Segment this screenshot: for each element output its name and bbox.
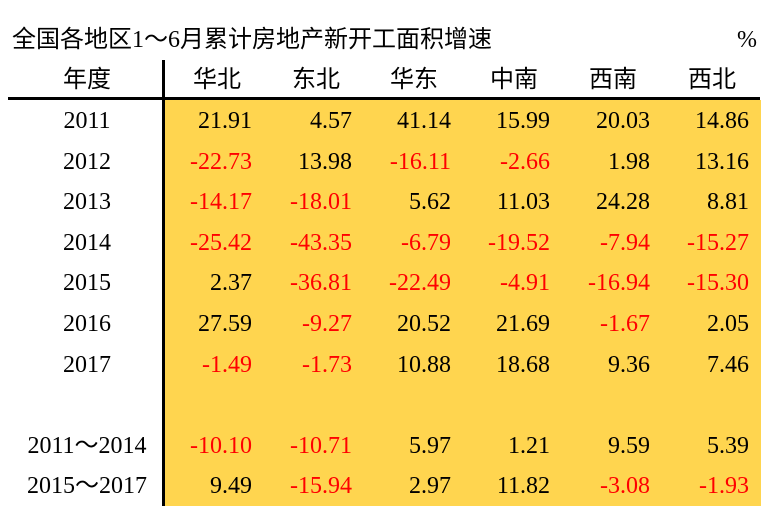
- unit: %: [737, 27, 757, 53]
- row-label: 2014: [63, 229, 111, 256]
- cell: -19.52: [488, 229, 550, 256]
- column-header: 东北: [292, 67, 340, 93]
- cell: -2.66: [500, 148, 550, 175]
- column-header: 中南: [490, 67, 538, 93]
- cell: -14.17: [190, 189, 252, 216]
- row-label: 2013: [63, 189, 111, 216]
- cell: 11.03: [496, 189, 550, 216]
- cell: 9.59: [608, 432, 650, 459]
- row-label: 2011: [63, 108, 111, 134]
- column-header: 华东: [390, 67, 438, 93]
- row-label: 2017: [63, 351, 111, 378]
- cell: 5.39: [707, 432, 749, 459]
- cell: -25.42: [190, 229, 252, 256]
- cell: 1.21: [508, 432, 550, 459]
- column-header: 西南: [589, 67, 637, 93]
- cell: 27.59: [198, 311, 252, 337]
- cell: 13.98: [298, 148, 352, 175]
- cell: 24.28: [596, 189, 650, 216]
- highlight-fill: [165, 100, 761, 506]
- cell: 5.62: [409, 189, 451, 216]
- cell: 14.86: [695, 108, 749, 134]
- cell: -1.73: [302, 351, 352, 378]
- cell: 4.57: [310, 108, 352, 134]
- column-header: 华北: [193, 67, 241, 93]
- cell: -15.27: [687, 229, 749, 256]
- cell: -1.67: [600, 311, 650, 337]
- row-label: 2012: [63, 148, 111, 175]
- row-label: 2015: [63, 270, 111, 297]
- cell: 20.03: [596, 108, 650, 134]
- cell: -43.35: [290, 229, 352, 256]
- cell: -1.93: [699, 473, 749, 500]
- cell: -1.49: [202, 351, 252, 378]
- cell: 2.97: [409, 473, 451, 500]
- header-rule: [8, 97, 760, 100]
- cell: -9.27: [302, 311, 352, 337]
- cell: 5.97: [409, 432, 451, 459]
- column-header: 年度: [63, 67, 111, 93]
- cell: -6.79: [401, 229, 451, 256]
- column-rule: [162, 60, 165, 506]
- cell: 8.81: [707, 189, 749, 216]
- cell: 20.52: [397, 311, 451, 337]
- row-label: 2016: [63, 311, 111, 337]
- row-label: 2011～2014: [27, 432, 147, 459]
- cell: 1.98: [608, 148, 650, 175]
- cell: -7.94: [600, 229, 650, 256]
- cell: 10.88: [397, 351, 451, 378]
- cell: 21.91: [198, 108, 252, 134]
- cell: 15.99: [496, 108, 550, 134]
- cell: -16.11: [389, 148, 451, 175]
- cell: 2.05: [707, 311, 749, 337]
- cell: -3.08: [600, 473, 650, 500]
- cell: 7.46: [707, 351, 749, 378]
- cell: -16.94: [588, 270, 650, 297]
- cell: 11.82: [496, 473, 550, 500]
- cell: -10.10: [190, 432, 252, 459]
- cell: -22.49: [389, 270, 451, 297]
- cell: 18.68: [496, 351, 550, 378]
- cell: -18.01: [290, 189, 352, 216]
- cell: 9.36: [608, 351, 650, 378]
- cell: -4.91: [500, 270, 550, 297]
- cell: 2.37: [210, 270, 252, 297]
- cell: -22.73: [190, 148, 252, 175]
- cell: -10.71: [290, 432, 352, 459]
- row-label: 2015～2017: [27, 473, 147, 500]
- title: 全国各地区1～6月累计房地产新开工面积增速: [12, 27, 492, 53]
- cell: 41.14: [397, 108, 451, 134]
- cell: 9.49: [210, 473, 252, 500]
- cell: -15.94: [290, 473, 352, 500]
- cell: -15.30: [687, 270, 749, 297]
- cell: 13.16: [695, 148, 749, 175]
- cell: -36.81: [290, 270, 352, 297]
- cell: 21.69: [496, 311, 550, 337]
- column-header: 西北: [688, 67, 736, 93]
